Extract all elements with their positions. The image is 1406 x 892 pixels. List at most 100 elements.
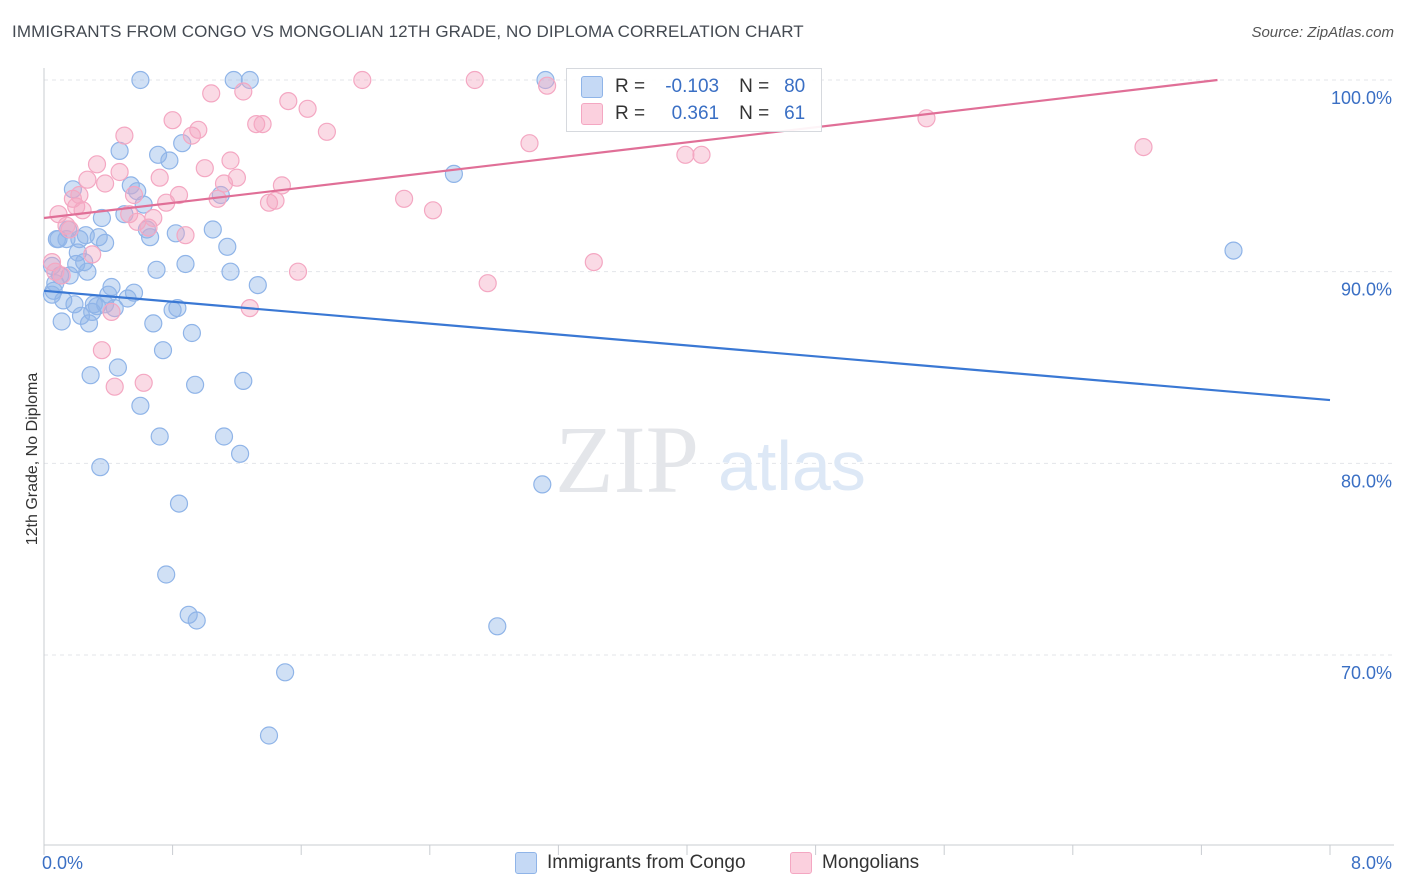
legend-label-congo: Immigrants from Congo	[547, 852, 746, 873]
point-mongolians-22	[134, 373, 153, 392]
point-mongolians-24	[144, 208, 163, 228]
point-congo-41	[144, 314, 163, 333]
legend-swatch-mongolians	[790, 852, 812, 874]
legend-n-value-congo: 80	[784, 76, 806, 97]
point-mongolians-60	[1134, 138, 1153, 157]
y-tick-label-1: 90.0%	[1341, 280, 1392, 300]
trend-lines	[43, 78, 1331, 402]
point-congo-35	[124, 283, 144, 302]
point-congo-26	[92, 208, 112, 228]
x-tick-label-0: 0.0%	[42, 853, 83, 873]
chart-title: IMMIGRANTS FROM CONGO VS MONGOLIAN 12TH …	[12, 22, 804, 41]
legend-item-congo: Immigrants from Congo	[515, 852, 746, 874]
watermark-zip: ZIP	[555, 406, 699, 513]
point-mongolians-56	[584, 253, 603, 272]
legend-row-mongolians: R = 0.361 N = 61	[581, 101, 805, 127]
point-congo-68	[131, 70, 150, 90]
point-congo-63	[234, 371, 253, 390]
point-congo-19	[78, 262, 97, 281]
point-congo-53	[182, 323, 201, 343]
point-mongolians-37	[227, 168, 246, 187]
point-congo-50	[173, 134, 192, 153]
point-congo-43	[150, 427, 169, 446]
point-mongolians-23	[139, 218, 158, 237]
point-mongolians-53	[478, 274, 497, 293]
point-congo-64	[240, 70, 259, 90]
point-congo-42	[147, 260, 166, 279]
point-mongolians-8	[70, 185, 89, 205]
point-congo-25	[91, 458, 110, 477]
point-mongolians-0	[42, 253, 62, 272]
trend-line-congo	[43, 289, 1331, 402]
y-tick-label-3: 70.0%	[1341, 663, 1392, 683]
point-mongolians-10	[78, 170, 97, 189]
point-congo-27	[95, 233, 115, 252]
point-congo-55	[187, 611, 206, 630]
legend-r-label: R =	[615, 76, 646, 97]
chart-source: Source: ZipAtlas.com	[1251, 24, 1394, 41]
legend-r-value-mongolians: 0.361	[671, 103, 720, 124]
point-congo-59	[218, 237, 237, 256]
point-mongolians-11	[83, 245, 102, 264]
point-mongolians-38	[234, 82, 253, 101]
point-congo-45	[157, 565, 176, 584]
point-mongolians-5	[60, 220, 79, 239]
point-mongolians-33	[202, 84, 221, 103]
point-congo-60	[221, 262, 240, 281]
point-mongolians-41	[253, 114, 272, 134]
legend-n-label: N =	[739, 76, 770, 97]
point-mongolians-45	[279, 91, 298, 111]
point-mongolians-14	[95, 174, 115, 193]
point-congo-72	[444, 164, 463, 183]
series-legend: Immigrants from Congo Mongolians	[0, 852, 1406, 878]
point-congo-12	[65, 295, 84, 314]
point-mongolians-13	[92, 341, 112, 360]
point-mongolians-17	[110, 162, 129, 182]
point-congo-67	[259, 726, 279, 745]
legend-swatch-congo	[515, 852, 537, 874]
point-congo-71	[168, 299, 187, 318]
data-points	[42, 70, 1243, 745]
x-tick-label-1: 8.0%	[1351, 853, 1392, 873]
legend-swatch-mongolians	[581, 103, 603, 125]
point-mongolians-57	[676, 145, 695, 164]
watermark-atlas: atlas	[718, 427, 866, 505]
y-tick-label-0: 100.0%	[1331, 88, 1392, 108]
point-congo-49	[169, 494, 189, 513]
point-congo-20	[79, 314, 99, 333]
point-mongolians-40	[247, 114, 266, 134]
point-mongolians-12	[87, 155, 107, 174]
trend-line-mongolians	[43, 78, 1218, 220]
point-mongolians-43	[266, 191, 285, 210]
point-mongolians-50	[395, 189, 414, 208]
point-mongolians-3	[52, 266, 71, 285]
tick-labels: 100.0% 90.0% 80.0% 70.0% 0.0% 8.0%	[42, 88, 1392, 873]
point-mongolians-27	[163, 111, 182, 130]
point-congo-76	[1224, 241, 1243, 260]
point-mongolians-18	[115, 126, 134, 145]
legend-n-label: N =	[739, 103, 770, 124]
point-mongolians-9	[73, 201, 92, 220]
point-mongolians-25	[150, 168, 169, 187]
point-congo-74	[533, 475, 552, 494]
point-congo-29	[102, 277, 121, 297]
point-congo-46	[160, 151, 179, 170]
point-congo-51	[176, 254, 195, 274]
point-mongolians-28	[169, 185, 189, 205]
point-congo-6	[52, 312, 71, 331]
point-mongolians-42	[259, 193, 279, 212]
point-mongolians-49	[353, 70, 372, 90]
point-mongolians-47	[298, 99, 317, 118]
point-mongolians-36	[221, 151, 240, 170]
legend-swatch-congo	[581, 76, 603, 98]
legend-n-value-mongolians: 61	[784, 103, 806, 124]
y-tick-label-2: 80.0%	[1341, 471, 1392, 491]
point-mongolians-16	[105, 377, 124, 396]
point-mongolians-32	[195, 159, 214, 178]
point-mongolians-52	[465, 70, 484, 90]
axes	[43, 68, 1394, 855]
point-mongolians-48	[317, 122, 336, 141]
point-congo-21	[81, 366, 100, 385]
point-congo-66	[276, 663, 295, 682]
